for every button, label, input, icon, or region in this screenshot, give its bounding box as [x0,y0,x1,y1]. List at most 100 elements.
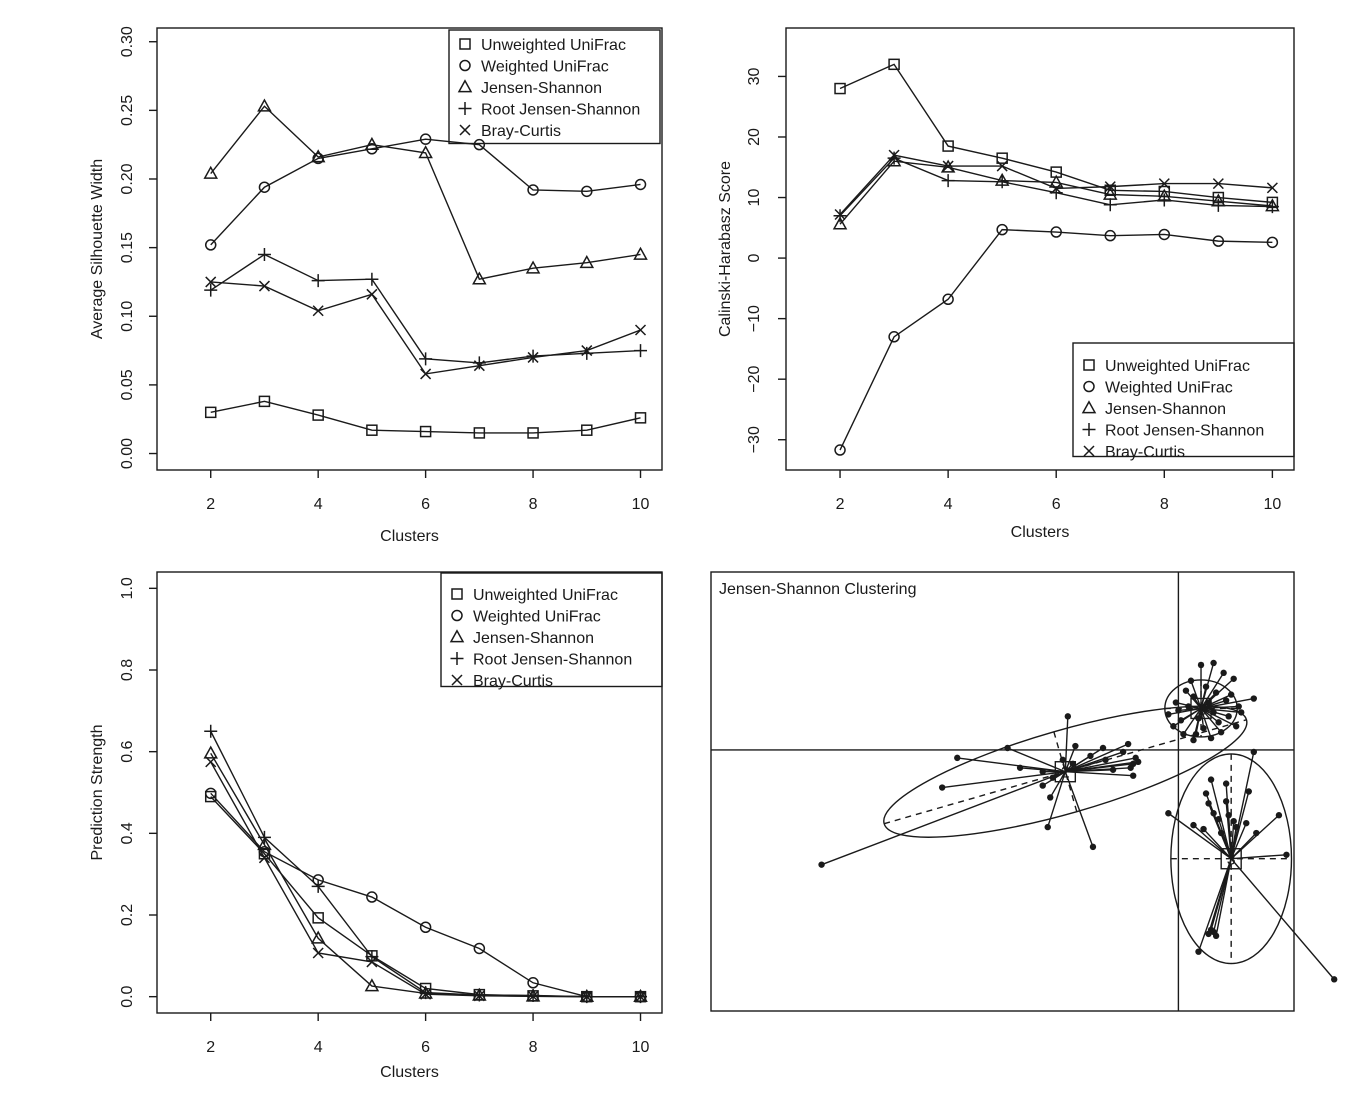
chart-panel-4: Jensen-Shannon Clustering 1 2 3 [710,571,1338,1012]
data-point [1165,711,1172,718]
series-line [210,253,641,364]
cluster-spoke [1065,771,1134,777]
legend-box [1072,342,1295,458]
data-point [1132,754,1139,762]
data-point [1050,182,1062,194]
cluster-spoke [1178,707,1202,712]
data-point [581,991,593,1003]
cluster-2: 2 [818,705,1248,868]
data-point [1233,823,1240,831]
data-point [888,58,900,71]
data-point [1202,790,1210,797]
legend-label: Weighted UniFrac [1105,380,1233,397]
data-point [1212,932,1220,940]
series-line [839,154,1273,215]
cluster-spoke [1200,707,1222,733]
data-point [1089,843,1097,851]
series-line [839,160,1273,225]
data-point [364,978,380,992]
legend: Unweighted UniFrac Weighted UniFrac Jensen… [440,572,663,690]
data-point [834,82,846,95]
legend-label: Bray-Curtis [473,673,553,690]
data-point [1227,691,1235,698]
data-point [996,160,1008,172]
series-line [210,792,641,998]
data-point [1200,825,1207,833]
data-point [1099,744,1107,752]
data-point [312,409,324,421]
data-point [527,184,539,196]
data-point [581,345,593,357]
data-point [581,185,593,198]
data-point [634,178,647,191]
series-triangle [203,98,648,285]
data-point [205,276,217,288]
legend-label: Root Jensen-Shannon [1105,423,1264,440]
series-square [204,395,647,439]
y-axis-title: Prediction Strength [89,724,106,860]
data-point [1158,178,1170,190]
data-point [1220,669,1227,677]
cluster-spoke [1195,708,1202,735]
data-point [311,274,325,288]
legend-label: Root Jensen-Shannon [473,652,632,669]
cluster-spoke [1200,707,1242,714]
data-point [1004,744,1011,752]
cluster-spoke [1230,751,1255,859]
legend-marker [1083,445,1095,457]
cluster-spoke [1049,771,1066,798]
data-point [364,136,380,151]
legend-label: Root Jensen-Shannon [481,102,640,119]
y-tick-label: 0.05 [119,369,136,400]
legend-label: Jensen-Shannon [473,630,594,647]
x-tick-label: 6 [421,496,430,513]
x-tick-label: 4 [314,496,323,513]
cluster-spoke [1064,771,1094,848]
legend-marker [1083,359,1095,371]
data-point [419,986,433,1000]
data-point [419,921,432,933]
data-point [634,324,647,336]
cluster-spoke [1200,708,1212,739]
cluster-spoke [1064,745,1077,772]
data-point [1210,810,1217,817]
y-tick-label: 0.4 [119,822,136,844]
series-line [210,796,641,998]
data-point [1265,200,1279,214]
data-point [1243,819,1250,827]
x-tick-label: 6 [1052,496,1061,513]
data-point [419,425,432,438]
data-point [1104,184,1117,197]
data-point [832,216,848,230]
data-point [366,956,378,968]
data-point [954,754,961,762]
data-point [1195,948,1202,955]
cluster-spoke [1230,832,1257,860]
data-point [1266,236,1279,249]
data-point [420,988,432,1000]
data-point [204,787,217,800]
data-point [258,181,271,193]
data-point [203,745,218,759]
data-point [1177,717,1185,724]
data-point [1253,829,1260,837]
data-point [1212,178,1224,190]
data-point [996,223,1008,236]
cluster-spoke [1200,707,1237,727]
y-tick-label: 0.30 [119,26,136,57]
data-point [888,149,900,161]
legend: Unweighted UniFrac Weighted UniFrac Jensen… [448,29,661,145]
legend-marker [457,79,473,93]
y-tick-label: −20 [746,366,763,393]
data-point [1104,181,1116,193]
data-point [1165,810,1172,817]
legend-label: Weighted UniFrac [473,609,601,626]
cluster-spoke [1200,686,1207,709]
series-plus [204,247,648,370]
data-point [581,424,593,436]
data-point [995,175,1009,189]
data-point [1212,689,1220,696]
legend-marker [1082,423,1096,436]
data-point [1212,235,1225,247]
legend-marker [451,609,463,622]
